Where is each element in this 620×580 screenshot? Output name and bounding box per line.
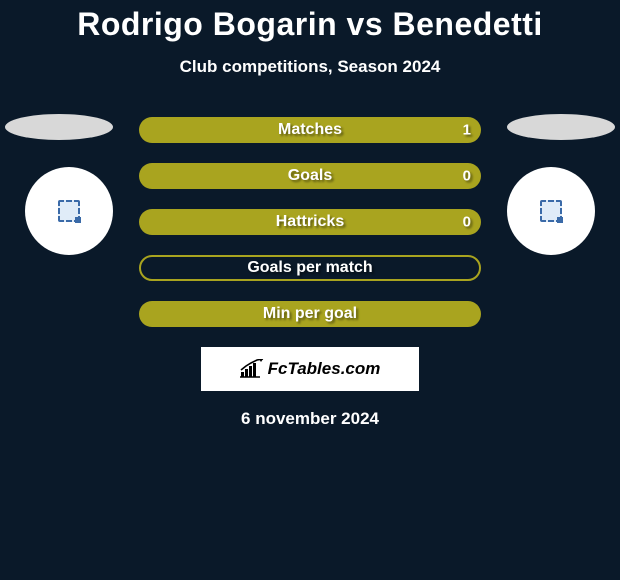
page-title: Rodrigo Bogarin vs Benedetti <box>0 6 620 43</box>
team-badge-right <box>507 167 595 255</box>
stat-bars: Matches 1 Goals 0 Hattricks 0 Goals per match M… <box>139 117 481 327</box>
stat-bar-row: Hattricks 0 <box>139 209 481 235</box>
logo-text: FcTables.com <box>268 359 381 379</box>
logo-box: FcTables.com <box>201 347 419 391</box>
date-text: 6 november 2024 <box>0 409 620 429</box>
subtitle: Club competitions, Season 2024 <box>0 57 620 77</box>
stat-bar-row: Goals per match <box>139 255 481 281</box>
stat-bar-value-right: 0 <box>463 214 471 231</box>
stat-bar-label: Goals <box>288 167 332 185</box>
stat-bar-row: Goals 0 <box>139 163 481 189</box>
logo-chart-icon <box>240 359 264 379</box>
stat-bar-value-right: 0 <box>463 168 471 185</box>
stat-bar-label: Matches <box>278 121 342 139</box>
team-badge-left <box>25 167 113 255</box>
stat-bar-value-right: 1 <box>463 122 471 139</box>
stat-bar-row: Matches 1 <box>139 117 481 143</box>
stat-bar-label: Hattricks <box>276 213 344 231</box>
shadow-ellipse-left <box>5 114 113 140</box>
shadow-ellipse-right <box>507 114 615 140</box>
infographic-container: Rodrigo Bogarin vs Benedetti Club compet… <box>0 0 620 429</box>
content-area: Matches 1 Goals 0 Hattricks 0 Goals per match M… <box>0 117 620 429</box>
shield-placeholder-icon <box>58 200 80 222</box>
stat-bar-label: Min per goal <box>263 305 357 323</box>
stat-bar-label: Goals per match <box>247 259 372 277</box>
stat-bar-row: Min per goal <box>139 301 481 327</box>
shield-placeholder-icon <box>540 200 562 222</box>
